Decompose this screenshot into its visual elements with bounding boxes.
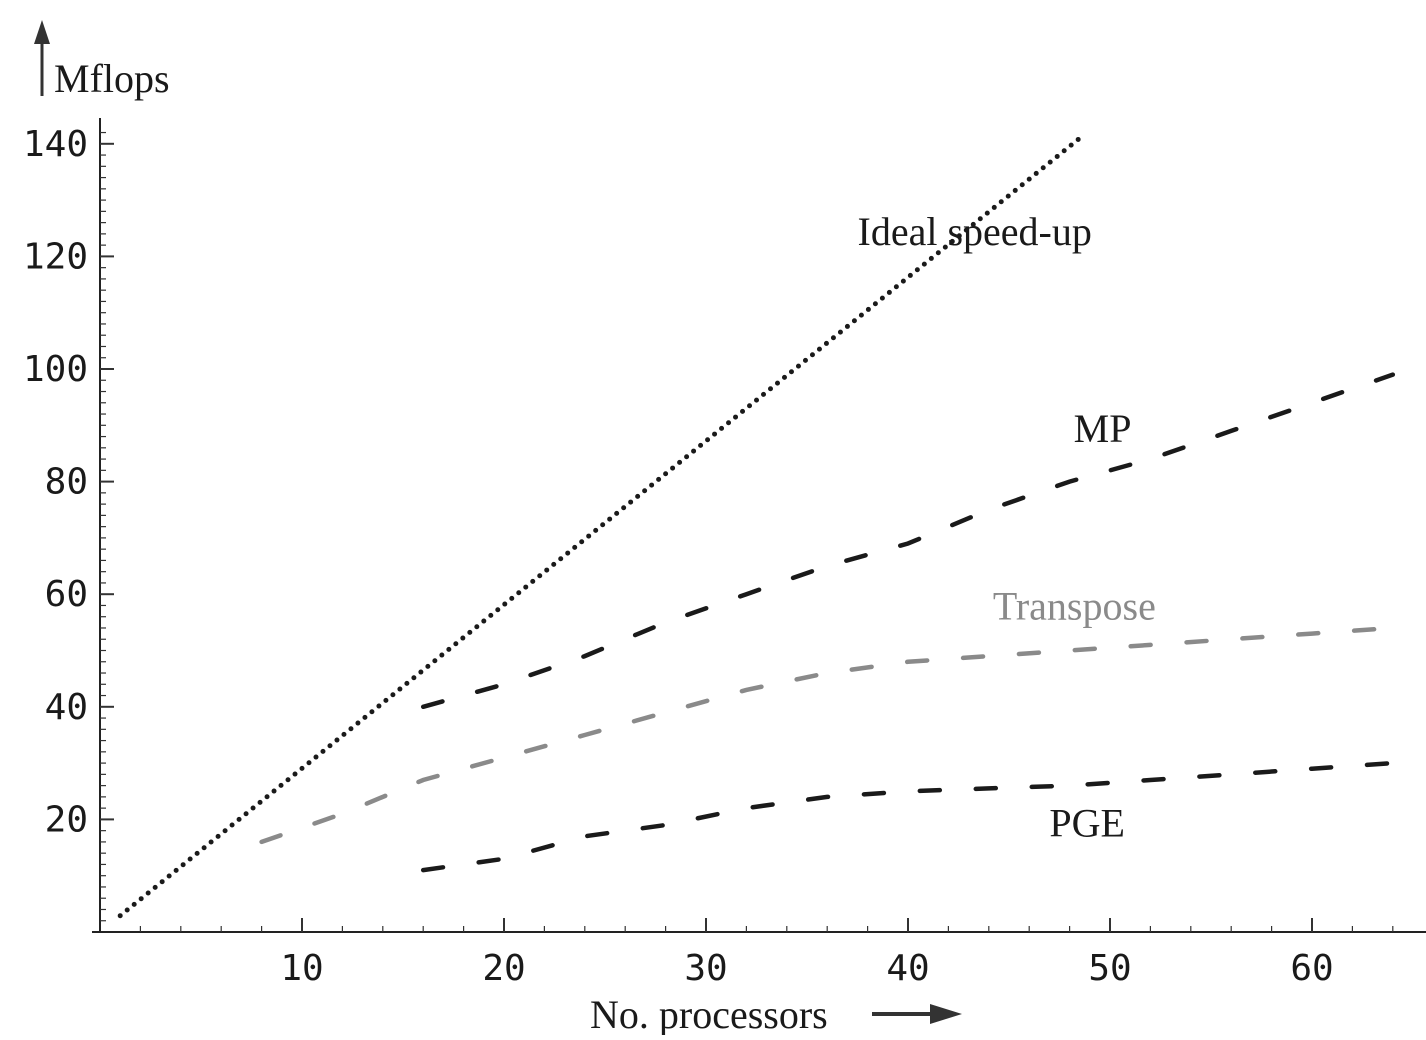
series-layer	[120, 138, 1393, 916]
y-axis-arrow-head	[34, 20, 50, 44]
label-layer: Mflops No. processors Ideal speed-up MP Tr…	[34, 20, 1156, 1035]
series-label: Ideal speed-up	[858, 209, 1092, 254]
x-tick-label: 60	[1290, 948, 1333, 989]
series-label: PGE	[1049, 800, 1125, 845]
series-label: MP	[1074, 406, 1132, 451]
y-tick-label: 60	[45, 574, 88, 615]
x-tick-label: 50	[1088, 948, 1131, 989]
series-line	[120, 138, 1079, 916]
x-tick-label: 40	[886, 948, 929, 989]
series-line	[423, 763, 1393, 870]
series-mp	[423, 375, 1393, 707]
y-tick-label: 80	[45, 462, 88, 503]
y-tick-label: 100	[23, 349, 88, 390]
y-tick-label: 40	[45, 687, 88, 728]
series-pge	[423, 763, 1393, 870]
series-line	[262, 628, 1393, 842]
series-ideal-speed-up	[120, 138, 1080, 916]
axes: 20 40 60 80 100 120 140 10 20 30 40 50 60	[23, 118, 1426, 989]
series-transpose	[262, 628, 1393, 842]
x-tick-label: 20	[482, 948, 525, 989]
series-line	[423, 375, 1393, 707]
y-tick-label: 140	[23, 124, 88, 165]
y-tick-label: 20	[45, 799, 88, 840]
y-axis-title: Mflops	[54, 56, 170, 101]
x-axis-title: No. processors	[590, 992, 828, 1035]
y-tick-label: 120	[23, 236, 88, 277]
x-tick-label: 30	[684, 948, 727, 989]
x-tick-label: 10	[280, 948, 323, 989]
series-label: Transpose	[993, 584, 1156, 629]
x-axis-arrow-head	[930, 1004, 962, 1024]
